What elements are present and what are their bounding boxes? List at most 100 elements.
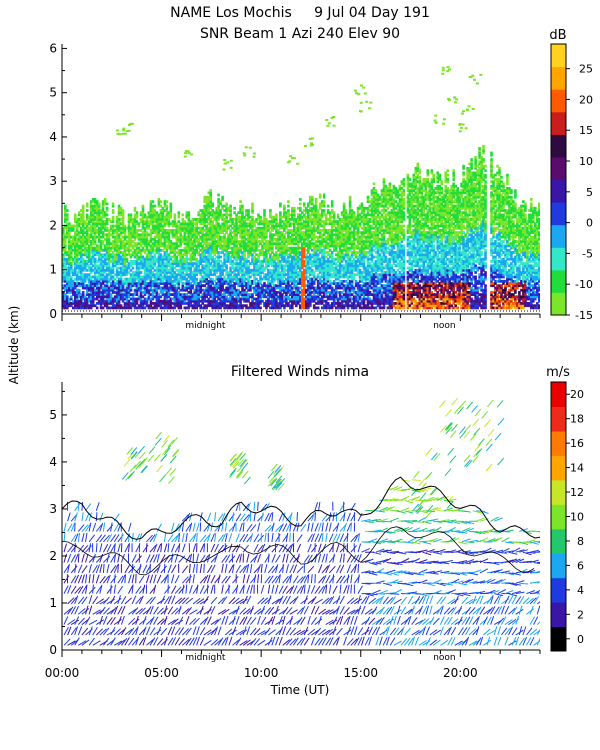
snr-cell [173, 233, 177, 237]
snr-cell [70, 226, 73, 230]
snr-cell [259, 218, 262, 221]
snr-cell [283, 229, 286, 232]
snr-cell [289, 299, 292, 303]
snr-cell [229, 266, 232, 270]
snr-cell [195, 302, 198, 305]
snr-cell [326, 235, 330, 239]
snr-cell [241, 246, 244, 250]
snr-cell [193, 229, 196, 232]
snr-cell [169, 286, 173, 290]
snr-cell [107, 235, 111, 239]
snr-cell [271, 282, 274, 285]
snr-cell [189, 222, 193, 226]
snr-cell [279, 202, 282, 206]
snr-cell [229, 273, 232, 277]
snr-cell [219, 284, 222, 288]
snr-cell [223, 268, 226, 272]
snr-cell [101, 302, 105, 305]
snr-cell [163, 251, 167, 254]
snr-cell [213, 246, 216, 250]
snr-cell [62, 271, 65, 274]
snr-cell [87, 253, 91, 257]
snr-cell [79, 295, 83, 299]
snr-cell [145, 231, 149, 234]
snr-cell [309, 279, 312, 283]
snr-cell [299, 237, 302, 241]
snr-cell [191, 271, 195, 274]
snr-cell [324, 288, 328, 292]
snr-cell [167, 291, 171, 294]
snr-cell [287, 260, 290, 263]
snr-cell [183, 246, 187, 250]
snr-cell [259, 302, 262, 305]
snr-cell [330, 295, 334, 299]
snr-cell [195, 248, 198, 252]
snr-cell [322, 224, 326, 228]
snr-cell [303, 273, 306, 277]
snr-cell [163, 218, 167, 221]
snr-cell [324, 237, 328, 241]
snr-cell [201, 244, 204, 248]
snr-cell [205, 304, 208, 308]
snr-cell [117, 237, 121, 241]
snr-cell [297, 215, 300, 219]
snr-cell [259, 240, 262, 243]
snr-cell [157, 260, 161, 263]
snr-cell [233, 271, 236, 274]
snr-cell [326, 233, 330, 237]
snr-cell [169, 215, 173, 219]
snr-cell [261, 295, 264, 299]
snr-cell [77, 218, 81, 221]
snr-cell [135, 273, 139, 277]
snr-cell [131, 262, 135, 265]
snr-cell [123, 246, 127, 250]
snr-cell [207, 200, 210, 203]
snr-cell [221, 286, 224, 290]
snr-cell [281, 268, 284, 272]
snr-cell [173, 248, 177, 252]
snr-cell [127, 233, 131, 237]
snr-cell [213, 253, 216, 257]
snr-cell [165, 306, 169, 310]
snr-cell [223, 224, 226, 228]
snr-cell [293, 277, 296, 281]
snr-cell [255, 242, 258, 246]
snr-cell [74, 240, 77, 243]
snr-cell [318, 286, 322, 290]
snr-cell [249, 279, 252, 283]
snr-cell [193, 266, 196, 270]
snr-cell [169, 242, 173, 246]
snr-cell [155, 224, 159, 228]
snr-cell [74, 260, 77, 263]
snr-cell [199, 306, 202, 310]
snr-cell [147, 284, 151, 288]
snr-cell [173, 273, 177, 277]
snr-cell [117, 260, 121, 263]
snr-cell [157, 277, 161, 281]
snr-cell [127, 229, 131, 232]
snr-cell [173, 277, 177, 281]
snr-cell [95, 279, 99, 283]
snr-cell [225, 226, 228, 230]
snr-cell [199, 226, 202, 230]
snr-cell [263, 218, 266, 221]
snr-cell [95, 202, 99, 206]
snr-cell [97, 279, 101, 283]
snr-cell [75, 237, 79, 241]
snr-cell [219, 215, 222, 219]
snr-cell [289, 218, 292, 221]
snr-cell [127, 291, 131, 294]
snr-cell [233, 255, 236, 259]
snr-cell [66, 251, 69, 254]
snr-cell [295, 246, 298, 250]
snr-cell [330, 306, 334, 310]
snr-cell [183, 242, 187, 246]
snr-cell [123, 229, 127, 232]
snr-cell [159, 226, 163, 230]
snr-cell [181, 282, 185, 285]
snr-cell [203, 306, 206, 310]
snr-cell [320, 297, 324, 301]
snr-cell [107, 277, 111, 281]
snr-cell [95, 213, 99, 217]
snr-cell [287, 248, 290, 252]
